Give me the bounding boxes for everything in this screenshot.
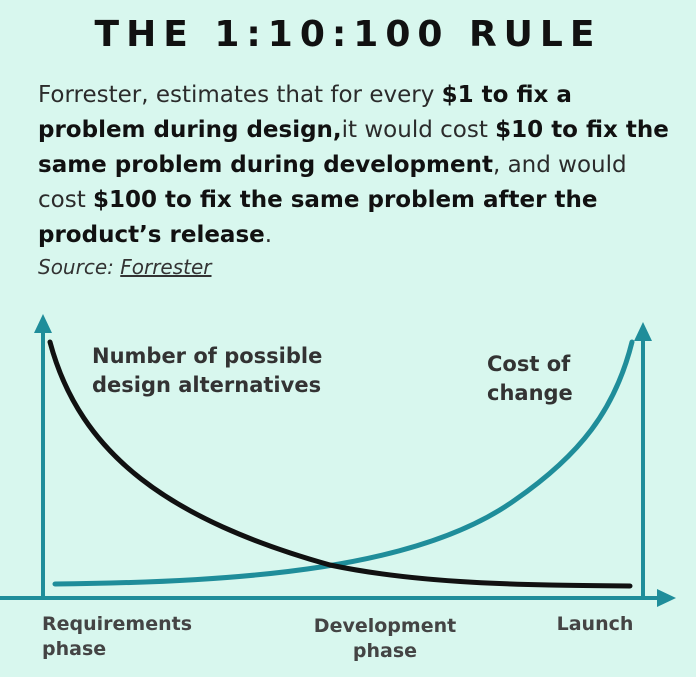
desc-part-2: it would cost — [341, 117, 496, 143]
desc-bold-2: $10 to fix the same problem during devel… — [38, 117, 669, 178]
desc-part-1: Forrester, estimates that for every — [38, 82, 442, 108]
cost-of-change-label-line1: Cost of — [487, 352, 571, 376]
development-phase-line1: Development — [313, 615, 457, 637]
right-axis-arrowhead — [634, 322, 652, 341]
development-phase-label: Development phase — [290, 614, 480, 664]
source-label: Source: — [38, 255, 121, 279]
design-alternatives-curve — [47, 339, 633, 589]
cost-of-change-label-line2: change — [487, 381, 573, 405]
source-line: Source: Forrester — [38, 255, 212, 279]
description-text: Forrester, estimates that for every $1 t… — [38, 78, 678, 253]
source-link[interactable]: Forrester — [120, 255, 212, 279]
requirements-phase-line1: Requirements — [42, 613, 193, 635]
horizontal-axis-arrowhead — [657, 589, 676, 607]
desc-part-3: , and would cost — [38, 152, 627, 213]
design-alternatives-label-line1: Number of possible — [92, 344, 323, 368]
desc-bold-3: $100 to fix the same problem after the p… — [38, 187, 598, 248]
launch-phase-label: Launch — [540, 612, 650, 637]
requirements-phase-line2: phase — [42, 638, 107, 660]
desc-part-4: . — [264, 222, 273, 248]
design-alternatives-label: Number of possible design alternatives — [92, 342, 322, 400]
cost-of-change-label: Cost of change — [487, 350, 597, 408]
cost-of-change-curve — [52, 339, 635, 587]
development-phase-line2: phase — [352, 640, 418, 662]
requirements-phase-label: Requirements phase — [42, 612, 192, 662]
launch-phase-line1: Launch — [556, 613, 634, 635]
design-alternatives-label-line2: design alternatives — [92, 373, 322, 397]
desc-bold-1: $1 to fix a problem during design, — [38, 82, 572, 143]
left-axis-arrowhead — [34, 314, 52, 333]
page-title: THE 1:10:100 RULE — [94, 14, 602, 55]
